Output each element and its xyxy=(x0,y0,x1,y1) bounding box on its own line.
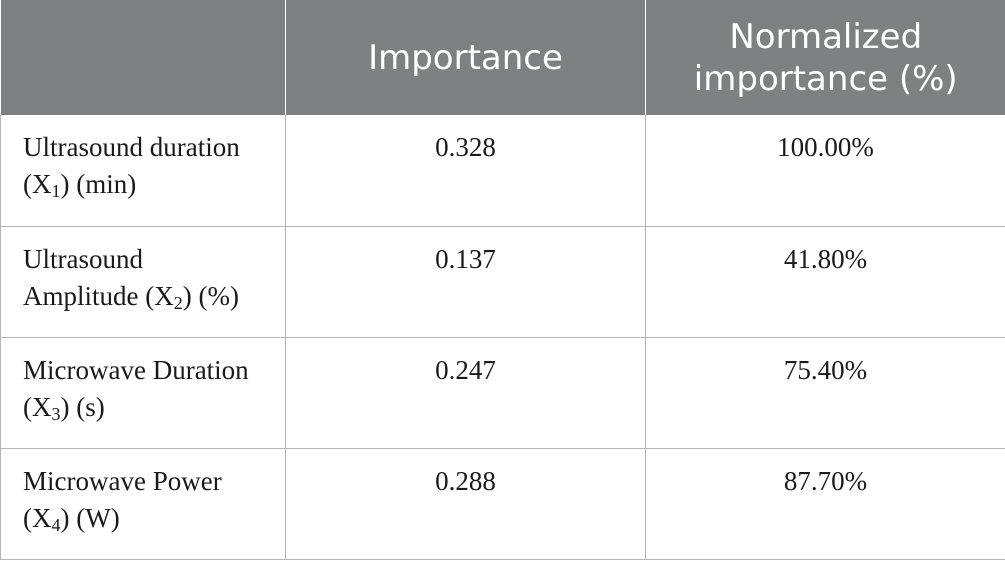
row-label-ultrasound-amplitude: Ultrasound Amplitude (X2) (%) xyxy=(0,225,286,338)
header-row: Importance Normalized importance (%) xyxy=(0,0,1005,115)
label-line-2-open: (X xyxy=(23,502,52,533)
header-cell-blank xyxy=(0,0,286,115)
normalized-importance-value: 100.00% xyxy=(645,115,1005,227)
label-line-2-close: ) (W) xyxy=(60,502,120,533)
label-subscript: 2 xyxy=(173,292,183,313)
table-row: Microwave Duration (X3) (s) 0.247 75.40% xyxy=(0,336,1005,449)
table-header: Importance Normalized importance (%) xyxy=(0,0,1005,115)
normalized-importance-value: 87.70% xyxy=(645,447,1005,560)
label-line-2-close: ) (s) xyxy=(60,391,105,422)
normalized-importance-value: 75.40% xyxy=(645,336,1005,449)
normalized-importance-value: 41.80% xyxy=(645,225,1005,338)
header-cell-normalized-importance: Normalized importance (%) xyxy=(645,0,1005,115)
table-row: Microwave Power (X4) (W) 0.288 87.70% xyxy=(0,447,1005,560)
label-line-2-open: (X xyxy=(23,169,52,199)
label-subscript: 3 xyxy=(51,403,61,424)
label-line-1: Microwave Duration xyxy=(23,354,249,385)
label-line-2-open: (X xyxy=(23,391,52,422)
label-line-2-open: Amplitude (X xyxy=(23,280,174,311)
label-line-1: Ultrasound xyxy=(23,243,143,274)
row-label-ultrasound-duration: Ultrasound duration (X1) (min) xyxy=(0,115,286,227)
header-cell-importance: Importance xyxy=(285,0,646,115)
table-row: Ultrasound duration (X1) (min) 0.328 100… xyxy=(0,115,1005,227)
row-label-microwave-duration: Microwave Duration (X3) (s) xyxy=(0,336,286,449)
importance-value: 0.328 xyxy=(285,115,646,227)
label-subscript: 4 xyxy=(51,514,61,535)
label-line-1: Ultrasound duration xyxy=(23,132,240,162)
importance-value: 0.137 xyxy=(285,225,646,338)
importance-value: 0.288 xyxy=(285,447,646,560)
table-row: Ultrasound Amplitude (X2) (%) 0.137 41.8… xyxy=(0,225,1005,338)
header-normalized-text: Normalized importance (%) xyxy=(693,16,958,99)
label-line-1: Microwave Power xyxy=(23,465,222,496)
label-line-2-close: ) (min) xyxy=(60,169,137,199)
importance-table: Importance Normalized importance (%) Ult… xyxy=(0,0,1005,560)
row-label-microwave-power: Microwave Power (X4) (W) xyxy=(0,447,286,560)
label-line-2-close: ) (%) xyxy=(182,280,239,311)
importance-value: 0.247 xyxy=(285,336,646,449)
importance-table-container: Importance Normalized importance (%) Ult… xyxy=(0,0,1005,560)
table-body: Ultrasound duration (X1) (min) 0.328 100… xyxy=(0,115,1005,560)
label-subscript: 1 xyxy=(51,181,61,201)
